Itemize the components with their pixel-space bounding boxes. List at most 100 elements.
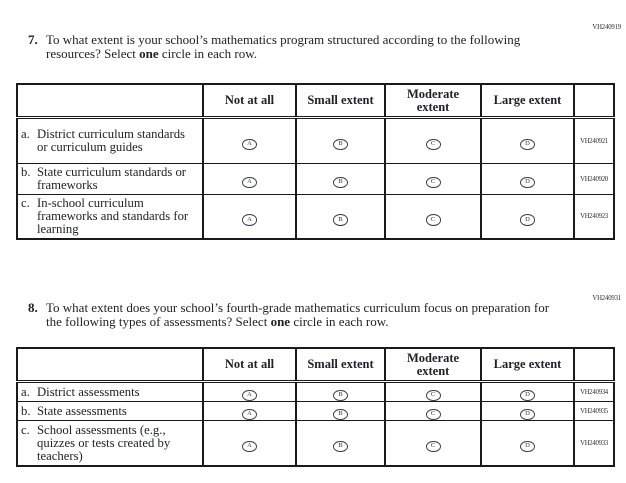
row-label-cell: a. District curriculum standards or curri…: [16, 117, 204, 164]
answer-cell-large-extent: D: [480, 420, 575, 467]
row-label-cell: c. School assessments (e.g., quizzes or t…: [16, 420, 204, 467]
answer-bubble-a[interactable]: A: [242, 214, 257, 226]
answer-bubble-a[interactable]: A: [242, 389, 257, 401]
answer-cell-moderate-extent: C: [384, 117, 482, 164]
item-code-header: [573, 83, 615, 119]
answer-cell-not-at-all: A: [202, 194, 297, 240]
answer-cell-large-extent: D: [480, 117, 575, 164]
question-7-response-grid: Not at all Small extent Moderate extent …: [16, 83, 615, 240]
column-header-large-extent: Large extent: [480, 347, 575, 383]
question-7: 7. To what extent is your school’s mathe…: [28, 33, 561, 60]
row-letter: c.: [21, 196, 30, 210]
answer-cell-small-extent: B: [295, 420, 386, 467]
answer-bubble-a[interactable]: A: [242, 138, 257, 150]
bubble-letter: C: [430, 391, 436, 398]
column-header-small-extent: Small extent: [295, 347, 386, 383]
answer-cell-small-extent: B: [295, 194, 386, 240]
answer-cell-small-extent: B: [295, 163, 386, 195]
bubble-letter: C: [430, 178, 436, 185]
answer-cell-large-extent: D: [480, 381, 575, 402]
answer-bubble-c[interactable]: C: [425, 440, 441, 452]
answer-cell-small-extent: B: [295, 401, 386, 421]
bubble-letter: B: [338, 410, 343, 417]
row-letter: c.: [21, 422, 30, 437]
question-8-text-after: circle in each row.: [290, 313, 389, 329]
answer-cell-not-at-all: A: [202, 420, 297, 467]
row-item-code: VH240933: [573, 420, 615, 467]
row-label-cell: c. In-school curriculum frameworks and st…: [16, 194, 204, 240]
answer-cell-not-at-all: A: [202, 117, 297, 164]
answer-cell-moderate-extent: C: [384, 420, 482, 467]
row-letter: b.: [21, 403, 31, 418]
bubble-letter: C: [430, 215, 436, 223]
column-header-small-extent: Small extent: [295, 83, 386, 119]
answer-bubble-c[interactable]: C: [425, 138, 441, 150]
answer-bubble-d[interactable]: D: [520, 176, 535, 188]
question-8-response-grid: Not at all Small extent Moderate extent …: [16, 347, 615, 467]
answer-bubble-d[interactable]: D: [520, 389, 535, 401]
answer-bubble-d[interactable]: D: [520, 138, 535, 150]
table-row: a. District curriculum standards or curri…: [16, 117, 615, 164]
bubble-letter: D: [525, 442, 530, 449]
answer-bubble-a[interactable]: A: [242, 408, 257, 420]
header-row: Not at all Small extent Moderate extent …: [16, 347, 615, 383]
column-header-large-extent: Large extent: [480, 83, 575, 119]
bubble-letter: C: [430, 140, 436, 147]
answer-bubble-c[interactable]: C: [425, 214, 441, 226]
answer-cell-not-at-all: A: [202, 163, 297, 195]
bubble-letter: C: [430, 410, 436, 417]
answer-cell-small-extent: B: [295, 117, 386, 164]
question-8-number: 8.: [28, 300, 38, 315]
question-7-text-after: circle in each row.: [158, 45, 258, 61]
row-letter: b.: [21, 165, 31, 179]
row-item-code: VH240935: [573, 401, 615, 421]
header-row: Not at all Small extent Moderate extent …: [16, 83, 615, 119]
question-8-item-code: VH240931: [592, 295, 621, 302]
bubble-letter: B: [338, 442, 343, 449]
answer-bubble-c[interactable]: C: [425, 176, 441, 188]
bubble-letter: A: [247, 410, 252, 417]
column-header-moderate-extent: Moderate extent: [384, 347, 482, 383]
table-row: c. In-school curriculum frameworks and st…: [16, 194, 615, 240]
row-label-cell: b. State curriculum standards or framewor…: [16, 163, 204, 195]
bubble-letter: D: [525, 391, 530, 398]
answer-cell-not-at-all: A: [202, 401, 297, 421]
row-label: State assessments: [37, 403, 127, 418]
answer-bubble-b[interactable]: B: [333, 389, 348, 401]
question-8-text-before: To what extent does your school’s fourth…: [46, 300, 550, 329]
column-header-not-at-all: Not at all: [202, 83, 297, 119]
answer-bubble-d[interactable]: D: [520, 440, 535, 452]
answer-cell-moderate-extent: C: [384, 401, 482, 421]
bubble-letter: B: [338, 391, 343, 398]
answer-bubble-a[interactable]: A: [242, 440, 257, 452]
row-label: District curriculum standards or curricu…: [37, 127, 185, 154]
row-letter: a.: [21, 384, 30, 399]
answer-bubble-b[interactable]: B: [333, 440, 348, 452]
question-8-text: To what extent does your school’s fourth…: [46, 301, 561, 328]
row-letter: a.: [21, 127, 30, 141]
question-7-text-before: To what extent is your school’s mathemat…: [46, 32, 521, 61]
answer-bubble-c[interactable]: C: [425, 408, 441, 420]
row-label: State curriculum standards or frameworks: [37, 165, 187, 192]
answer-cell-moderate-extent: C: [384, 163, 482, 195]
answer-bubble-d[interactable]: D: [520, 408, 535, 420]
table-row: a. District assessments A B C D VH240934: [16, 381, 615, 402]
row-item-code: VH240923: [573, 194, 615, 240]
answer-bubble-b[interactable]: B: [333, 138, 348, 150]
answer-bubble-c[interactable]: C: [425, 389, 441, 401]
bubble-letter: C: [430, 442, 436, 449]
answer-bubble-b[interactable]: B: [333, 214, 348, 226]
answer-bubble-d[interactable]: D: [520, 214, 535, 226]
answer-bubble-a[interactable]: A: [242, 176, 257, 188]
bubble-letter: A: [247, 178, 252, 185]
row-item-code: VH240921: [573, 117, 615, 164]
table-row: b. State assessments A B C D VH240935: [16, 401, 615, 421]
answer-cell-moderate-extent: C: [384, 194, 482, 240]
bubble-letter: D: [525, 410, 530, 417]
question-7-number: 7.: [28, 32, 38, 47]
question-7-item-code: VH240919: [592, 24, 621, 31]
answer-bubble-b[interactable]: B: [333, 176, 348, 188]
answer-bubble-b[interactable]: B: [333, 408, 348, 420]
answer-cell-large-extent: D: [480, 194, 575, 240]
row-label-cell: b. State assessments: [16, 401, 204, 421]
